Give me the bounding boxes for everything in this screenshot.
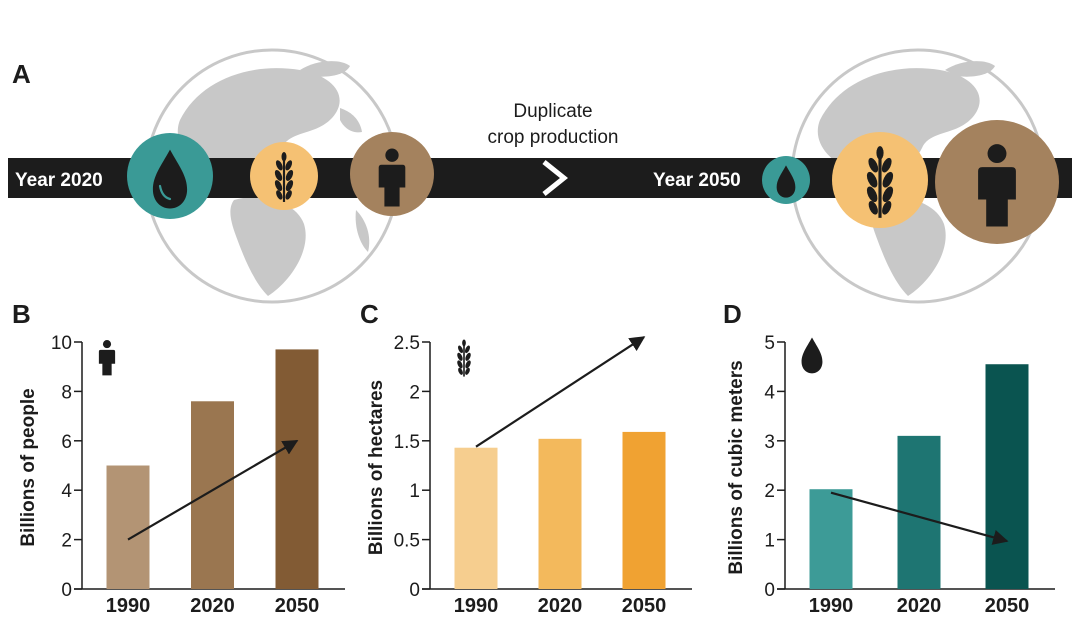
panel-d-chart: D Billions of cubic meters 0 1 2 3 4 5 1990 2020 2… (723, 299, 1055, 617)
y-tick-label: 8 (61, 382, 72, 403)
wheat-icon (456, 339, 472, 377)
y-tick-label: 1.5 (394, 432, 420, 453)
y-tick-label: 0.5 (394, 531, 420, 552)
x-tick-label: 2050 (275, 595, 320, 617)
year-start-label: Year 2020 (15, 170, 103, 191)
bar-2020 (191, 401, 234, 589)
water-circle-2050 (762, 156, 810, 204)
y-axis-label: Billions of people (18, 388, 39, 546)
panel-letter-d: D (723, 299, 742, 329)
y-tick-label: 2 (61, 531, 72, 552)
y-tick-label: 2.5 (394, 333, 420, 354)
y-tick-label: 4 (61, 481, 72, 502)
trend-arrow (475, 336, 646, 448)
y-tick-label: 2 (764, 481, 775, 502)
bar-1990 (106, 465, 150, 589)
x-tick-label: 2020 (538, 595, 583, 617)
caption-line-1: Duplicate (513, 101, 592, 122)
y-axis-label: Billions of cubic meters (726, 360, 747, 574)
x-tick-label: 2020 (897, 595, 942, 617)
caption-line-2: crop production (488, 127, 619, 148)
panel-letter-c: C (360, 299, 379, 329)
x-tick-label: 1990 (106, 595, 151, 617)
y-tick-label: 0 (764, 580, 775, 601)
people-circle-2020 (350, 132, 434, 216)
bar-2050 (275, 349, 319, 589)
crop-circle-2020 (250, 142, 318, 210)
year-end-label: Year 2050 (653, 170, 741, 191)
y-tick-label: 1 (764, 531, 775, 552)
panel-a-letter: A (12, 59, 31, 89)
y-tick-label: 10 (51, 333, 72, 354)
y-tick-label: 6 (61, 432, 72, 453)
panel-b-chart: B Billions of people 0 2 4 6 8 10 1990 2020 2050 (12, 299, 345, 617)
crop-circle-2050 (832, 132, 928, 228)
y-tick-label: 5 (764, 333, 775, 354)
bar-2020 (538, 438, 582, 589)
bar-1990 (809, 489, 853, 589)
trend-arrow (127, 439, 299, 541)
y-tick-label: 1 (409, 481, 420, 502)
y-axis-label: Billions of hectares (366, 380, 387, 555)
water-circle-2020 (127, 133, 213, 219)
panel-c-chart: C Billions of hectares 0 0.5 1 1.5 2 2.5 1990 202… (360, 299, 692, 617)
y-tick-label: 0 (409, 580, 420, 601)
water-drop-icon (801, 337, 823, 374)
x-tick-label: 2050 (985, 595, 1030, 617)
bar-2050 (985, 364, 1029, 589)
panel-letter-b: B (12, 299, 31, 329)
x-tick-label: 2020 (190, 595, 235, 617)
y-tick-label: 2 (409, 382, 420, 403)
y-tick-label: 0 (61, 580, 72, 601)
bar-2050 (622, 431, 666, 589)
y-tick-label: 4 (764, 382, 775, 403)
bar-1990 (454, 447, 498, 589)
x-tick-label: 1990 (454, 595, 499, 617)
person-icon (98, 340, 116, 376)
y-tick-label: 3 (764, 432, 775, 453)
panel-a: A Year 2020 Year 2050 Duplicate crop pro… (8, 48, 1072, 304)
x-tick-label: 1990 (809, 595, 854, 617)
people-circle-2050 (935, 120, 1059, 244)
trend-arrow (830, 491, 1009, 545)
x-tick-label: 2050 (622, 595, 667, 617)
